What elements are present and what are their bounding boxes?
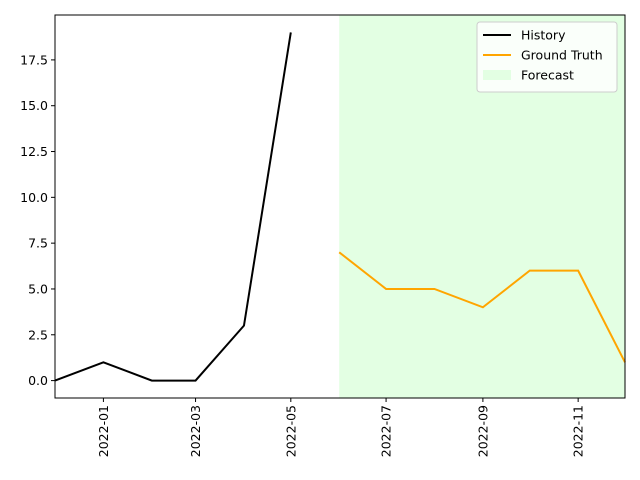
legend-label: Ground Truth bbox=[521, 48, 603, 63]
line bbox=[338, 251, 626, 363]
line bbox=[54, 32, 292, 382]
legend-label: Forecast bbox=[521, 68, 574, 83]
x-tick-label: 2022-01 bbox=[96, 405, 111, 457]
y-tick-label: 7.5 bbox=[28, 236, 48, 251]
plot-frame bbox=[54, 14, 626, 399]
y-tick-label: 15.0 bbox=[20, 98, 48, 113]
x-tick-label: 2022-07 bbox=[379, 405, 394, 457]
y-tick-label: 10.0 bbox=[20, 190, 48, 205]
legend-box bbox=[476, 21, 618, 93]
y-tick-label: 12.5 bbox=[20, 144, 48, 159]
x-tick-label: 2022-05 bbox=[283, 405, 298, 457]
x-tick-label: 2022-03 bbox=[188, 405, 203, 457]
y-tick-label: 0.0 bbox=[28, 373, 48, 388]
y-tick-label: 5.0 bbox=[28, 281, 48, 296]
legend: History Ground Truth Forecast bbox=[476, 21, 618, 93]
x-tick-label: 2022-09 bbox=[475, 405, 490, 457]
y-tick-label: 2.5 bbox=[28, 327, 48, 342]
y-tick-label: 17.5 bbox=[20, 52, 48, 67]
legend-label: History bbox=[521, 28, 566, 43]
legend-swatch bbox=[483, 70, 511, 80]
x-tick-label: 2022-11 bbox=[571, 405, 586, 457]
